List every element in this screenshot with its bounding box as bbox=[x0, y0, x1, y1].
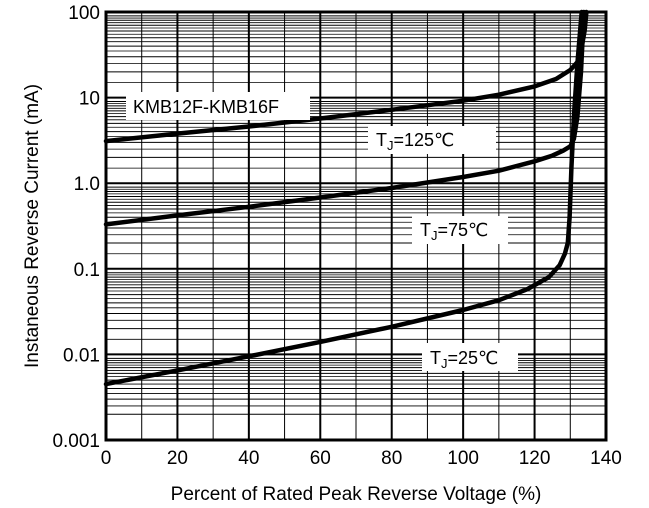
x-tick-label: 0 bbox=[101, 448, 112, 469]
x-tick-label: 40 bbox=[238, 448, 259, 469]
series-label-1-backing bbox=[412, 216, 508, 244]
x-tick-label: 20 bbox=[167, 448, 188, 469]
part-label-backing bbox=[126, 92, 310, 120]
y-tick-label: 1.0 bbox=[74, 174, 100, 195]
y-axis-label: Instaneous Reverse Current (mA) bbox=[22, 84, 43, 368]
series-label-1: TJ=75℃ bbox=[420, 220, 488, 243]
x-tick-label: 100 bbox=[447, 448, 479, 469]
y-tick-label: 10 bbox=[79, 89, 100, 110]
y-tick-label: 0.01 bbox=[63, 345, 100, 366]
part-number-label: KMB12F-KMB16F bbox=[133, 97, 279, 117]
x-tick-label: 140 bbox=[590, 448, 622, 469]
y-tick-label: 100 bbox=[68, 3, 100, 24]
x-tick-label: 80 bbox=[381, 448, 402, 469]
series-label-0-backing bbox=[368, 126, 496, 154]
series-label-2-backing bbox=[422, 343, 518, 371]
series-label-0: TJ=125℃ bbox=[376, 130, 454, 153]
x-tick-label: 60 bbox=[310, 448, 331, 469]
x-axis-label: Percent of Rated Peak Reverse Voltage (%… bbox=[171, 484, 542, 505]
series-group bbox=[103, 9, 589, 387]
y-tick-label: 0.1 bbox=[74, 260, 100, 281]
series-line-2 bbox=[103, 9, 584, 387]
series-line-1 bbox=[103, 9, 587, 227]
tick-label-group: 0 20 40 60 80 100 120 140 0.001 0.01 0.1 1.0 10 100 bbox=[52, 3, 621, 469]
annotation-group: KMB12F-KMB16F TJ=125℃ TJ=75℃ TJ=25℃ bbox=[126, 92, 518, 371]
x-tick-label: 120 bbox=[519, 448, 551, 469]
series-label-2: TJ=25℃ bbox=[430, 348, 498, 371]
y-tick-label: 0.001 bbox=[52, 431, 100, 452]
